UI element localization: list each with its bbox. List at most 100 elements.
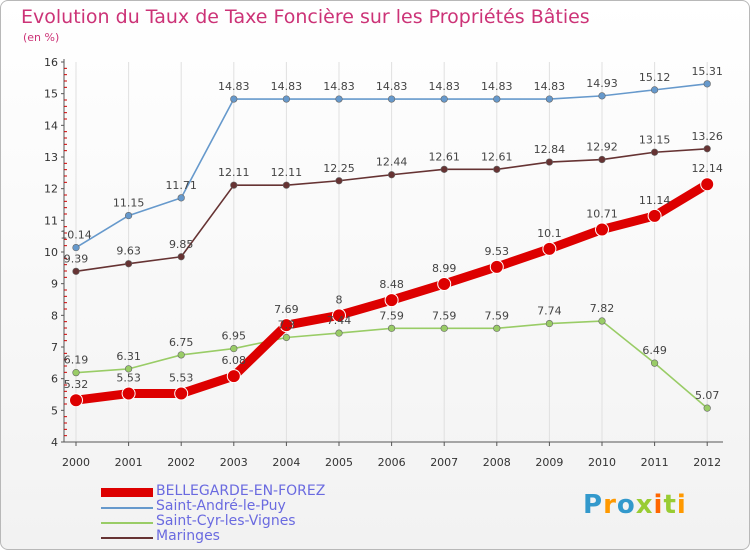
logo-letter: r: [603, 490, 617, 520]
data-point: [121, 386, 136, 401]
data-label: 14.83: [428, 80, 460, 93]
x-tick-label: 2010: [588, 456, 616, 469]
data-label: 6.75: [169, 336, 194, 349]
data-label: 14.83: [376, 80, 408, 93]
data-point: [230, 181, 238, 189]
y-tick-label: 8: [51, 309, 58, 322]
legend-swatch-saint-andre: [101, 507, 153, 509]
data-point: [703, 404, 711, 412]
data-label: 14.93: [586, 77, 618, 90]
data-point: [542, 241, 557, 256]
data-point: [545, 95, 554, 103]
y-tick-label: 7: [51, 341, 58, 354]
x-tick-label: 2002: [167, 456, 195, 469]
logo-letter: i: [676, 490, 687, 520]
x-tick-label: 2003: [220, 456, 248, 469]
data-point: [545, 158, 554, 166]
x-tick-label: 2008: [483, 456, 511, 469]
legend-label: Saint-Cyr-les-Vignes: [156, 513, 296, 529]
data-point: [545, 319, 554, 328]
data-point: [226, 369, 241, 384]
data-point: [282, 181, 291, 189]
y-tick-label: 16: [44, 56, 58, 69]
data-point: [72, 243, 80, 252]
axes: [63, 59, 723, 443]
x-tick-label: 2000: [62, 456, 90, 469]
y-tick-label: 11: [44, 214, 58, 227]
data-label: 7.69: [274, 303, 299, 316]
data-point: [384, 293, 399, 308]
logo-letter: P: [583, 490, 604, 520]
data-label: 13.15: [639, 133, 671, 146]
data-point: [388, 171, 396, 179]
y-tick-label: 9: [51, 278, 58, 291]
data-point: [650, 86, 659, 94]
x-tick-label: 2011: [641, 456, 669, 469]
data-point: [124, 365, 133, 373]
data-label: 15.31: [691, 65, 723, 78]
y-tick-label: 13: [44, 151, 58, 164]
data-point: [598, 155, 606, 164]
data-point: [493, 165, 501, 173]
data-point: [282, 95, 291, 103]
proxiti-logo: Proxiti: [583, 490, 687, 520]
data-point: [489, 259, 504, 274]
data-label: 14.83: [218, 80, 250, 93]
data-point: [69, 393, 83, 408]
y-tick-label: 14: [44, 119, 58, 132]
data-label: 6.08: [222, 354, 247, 367]
data-label: 12.11: [271, 166, 303, 179]
data-label: 11.15: [113, 197, 145, 210]
y-tick-label: 15: [44, 88, 58, 101]
data-point: [703, 80, 711, 88]
chart-title: Evolution du Taux de Taxe Foncière sur l…: [21, 6, 590, 28]
data-point: [650, 148, 659, 156]
x-tick-label: 2012: [693, 456, 721, 469]
y-tick-label: 12: [44, 183, 58, 196]
data-label: 7.74: [537, 305, 562, 318]
data-label: 12.92: [586, 141, 618, 154]
data-point: [279, 318, 294, 333]
data-label: 9.63: [116, 245, 141, 258]
data-label: 9.39: [64, 252, 89, 265]
data-label: 6.19: [64, 354, 89, 367]
data-point: [493, 324, 501, 332]
data-label: 12.44: [376, 156, 408, 169]
x-axis-ticks: 2000 2001 2002 2003 2004 2005 2006 2007 2008 2009…: [62, 442, 721, 469]
data-labels: 5.32 5.53 5.53 6.08 7.69 8 8.48 8.99 9.53 10.1 10.…: [60, 65, 723, 402]
data-point: [124, 260, 133, 268]
data-point: [124, 211, 133, 220]
y-axis-unit: (en %): [23, 31, 60, 44]
data-label: 5.53: [169, 372, 194, 385]
logo-letter: i: [653, 490, 664, 520]
data-label: 12.25: [323, 162, 355, 175]
data-label: 5.07: [695, 389, 720, 402]
data-point: [72, 369, 80, 377]
data-point: [595, 222, 609, 237]
data-point: [440, 165, 448, 173]
data-point: [332, 308, 346, 323]
data-label: 12.14: [691, 162, 723, 175]
data-label: 8.99: [432, 262, 457, 275]
data-point: [700, 177, 715, 192]
legend-label: BELLEGARDE-EN-FOREZ: [156, 483, 326, 499]
x-tick-label: 2009: [535, 456, 563, 469]
data-point: [647, 208, 662, 223]
data-label: 14.83: [534, 80, 566, 93]
data-label: 8.48: [379, 278, 404, 291]
data-label: 9.53: [485, 245, 510, 258]
data-label: 7.59: [379, 309, 404, 322]
data-point: [440, 95, 448, 103]
y-tick-label: 5: [51, 404, 58, 417]
data-label: 7.59: [432, 309, 457, 322]
data-label: 11.71: [165, 179, 197, 192]
legend-swatch-saint-cyr: [101, 522, 153, 524]
data-point: [388, 324, 396, 332]
data-point: [388, 95, 396, 103]
legend-swatch-maringes: [101, 537, 153, 539]
data-label: 7.44: [327, 314, 352, 327]
series-group: [69, 80, 715, 412]
y-tick-label: 10: [44, 246, 58, 259]
